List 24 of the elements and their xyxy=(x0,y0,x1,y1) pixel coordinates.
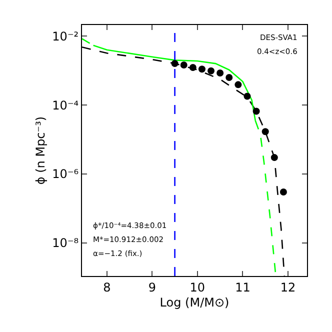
point xyxy=(270,154,278,162)
x-axis-title: Log (M/M⊙) xyxy=(160,295,230,310)
point xyxy=(244,92,251,100)
x-tick-label: 12 xyxy=(280,280,296,294)
y-tick-label: 10⁻⁴ xyxy=(52,98,79,112)
point xyxy=(171,60,178,68)
point xyxy=(234,81,242,88)
point xyxy=(252,108,260,115)
point xyxy=(189,64,196,71)
point xyxy=(262,128,269,136)
point xyxy=(226,74,233,81)
x-tick-label: 10 xyxy=(190,280,206,294)
point xyxy=(208,67,215,74)
x-tick-label: 8 xyxy=(103,280,111,294)
point xyxy=(198,66,206,73)
y-tick-label: 10⁻⁶ xyxy=(52,167,79,182)
point xyxy=(180,62,188,69)
point xyxy=(216,70,224,77)
point xyxy=(280,188,287,196)
y-tick-label: 10⁻⁸ xyxy=(52,236,79,250)
y-tick-label: 10⁻² xyxy=(52,29,79,44)
y-axis-title: ϕ (n Mpc⁻³) xyxy=(33,116,48,185)
x-tick-label: 11 xyxy=(235,280,250,294)
x-tick-label: 9 xyxy=(148,280,156,294)
